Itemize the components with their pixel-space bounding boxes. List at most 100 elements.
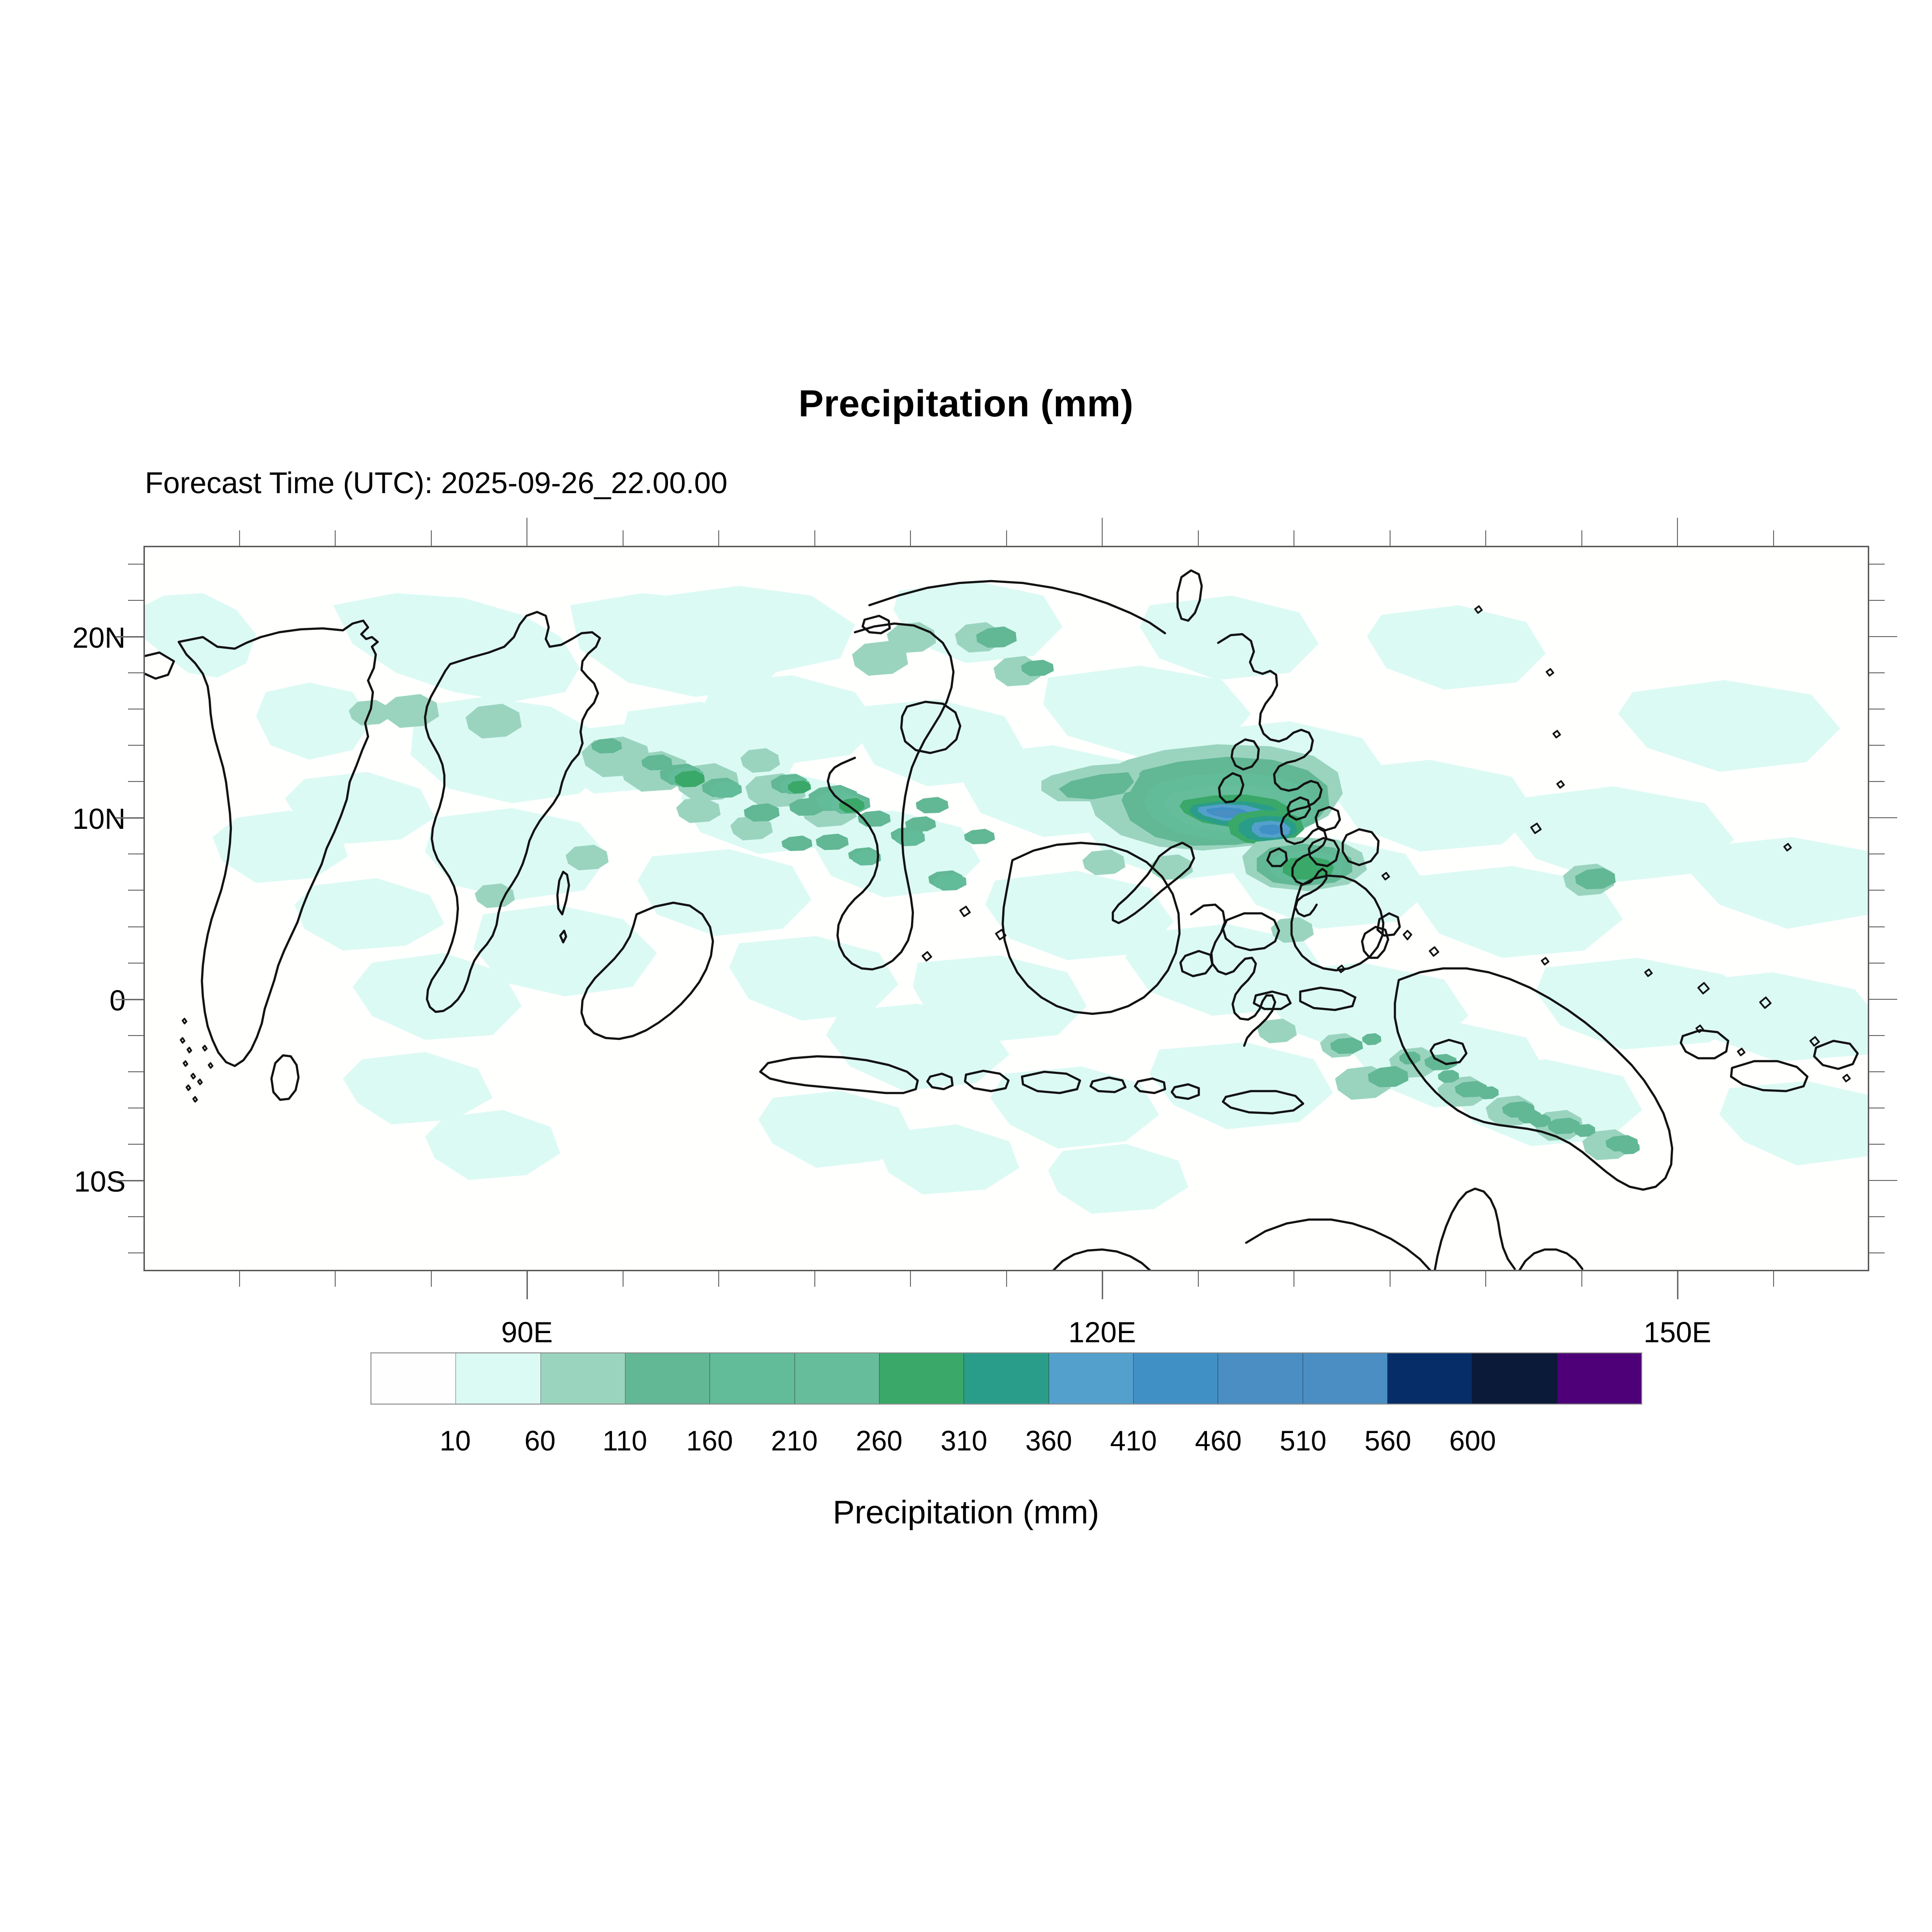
y-axis-minor-tick	[128, 890, 143, 891]
colorbar-cell[interactable]	[1218, 1353, 1303, 1404]
colorbar-tick-label: 360	[1025, 1425, 1072, 1457]
y-axis-minor-tick-right	[1869, 1216, 1885, 1218]
y-axis-minor-tick-right	[1869, 926, 1885, 927]
colorbar-tick-label: 460	[1194, 1425, 1242, 1457]
x-axis-minor-tick	[239, 1271, 240, 1287]
x-axis-minor-tick	[1006, 1271, 1007, 1287]
y-axis-minor-tick	[128, 672, 143, 673]
precipitation-map	[143, 546, 1869, 1271]
x-axis-minor-tick-top	[814, 530, 815, 546]
y-axis-minor-tick-right	[1869, 745, 1885, 746]
x-axis-minor-tick	[1197, 1271, 1199, 1287]
colorbar-cell[interactable]	[710, 1353, 795, 1404]
colorbar-tick-label: 510	[1279, 1425, 1327, 1457]
y-axis-tick-label: 10N	[72, 803, 126, 836]
precip-layer-210mm	[668, 767, 966, 891]
colorbar-cell[interactable]	[795, 1353, 880, 1404]
y-axis-minor-tick-right	[1869, 636, 1897, 637]
y-axis-minor-tick	[128, 1252, 143, 1254]
x-axis-minor-tick-top	[622, 530, 624, 546]
y-axis-tick-label: 0	[109, 984, 126, 1017]
y-axis-minor-tick-right	[1869, 962, 1885, 964]
x-axis-minor-tick-top	[239, 530, 240, 546]
y-axis-minor-tick-right	[1869, 1144, 1885, 1145]
x-axis-minor-tick-top	[335, 530, 336, 546]
y-axis-minor-tick	[128, 926, 143, 927]
colorbar-tick-label: 10	[440, 1425, 471, 1457]
colorbar-tick-label: 310	[940, 1425, 988, 1457]
colorbar-cell[interactable]	[1049, 1353, 1134, 1404]
colorbar-title: Precipitation (mm)	[833, 1494, 1099, 1531]
y-axis-minor-tick	[128, 563, 143, 565]
y-axis-minor-tick	[128, 1216, 143, 1218]
x-axis-tick-label: 90E	[501, 1316, 553, 1349]
colorbar-cell[interactable]	[456, 1353, 541, 1404]
x-axis-major-tick	[526, 1271, 528, 1299]
colorbar-tick-label: 60	[524, 1425, 556, 1457]
map-svg	[145, 547, 1868, 1270]
x-axis-minor-tick	[1389, 1271, 1391, 1287]
y-axis-minor-tick	[128, 1035, 143, 1036]
coastlines	[145, 569, 1859, 1270]
y-axis-minor-tick-right	[1869, 599, 1885, 601]
x-axis-major-tick	[1677, 1271, 1678, 1299]
y-axis-minor-tick-right	[1869, 1071, 1885, 1072]
x-axis-minor-tick-top	[1006, 530, 1007, 546]
colorbar-cell[interactable]	[371, 1353, 456, 1404]
precip-cyclone-core	[1041, 744, 1367, 891]
y-axis-minor-tick-right	[1869, 817, 1897, 819]
x-axis-minor-tick	[430, 1271, 432, 1287]
colorbar-cell[interactable]	[1557, 1353, 1641, 1404]
colorbar-cell[interactable]	[540, 1353, 625, 1404]
x-axis-minor-tick	[1485, 1271, 1486, 1287]
x-axis-minor-tick-top	[1485, 530, 1486, 546]
colorbar[interactable]	[370, 1352, 1642, 1405]
page-title: Precipitation (mm)	[798, 382, 1134, 425]
y-axis-minor-tick	[128, 1144, 143, 1145]
y-axis-minor-tick	[128, 962, 143, 964]
colorbar-tick-label: 600	[1449, 1425, 1496, 1457]
y-axis-minor-tick-right	[1869, 708, 1885, 710]
y-axis-major-tick	[115, 998, 143, 1000]
colorbar-tick-label: 160	[686, 1425, 733, 1457]
x-axis-minor-tick	[718, 1271, 719, 1287]
y-axis-minor-tick	[128, 781, 143, 782]
y-axis-major-tick	[115, 636, 143, 638]
y-axis-major-tick	[115, 817, 143, 819]
colorbar-tick-label: 260	[855, 1425, 903, 1457]
colorbar-cell[interactable]	[625, 1353, 710, 1404]
colorbar-cell[interactable]	[1387, 1353, 1473, 1404]
colorbar-cell[interactable]	[1303, 1353, 1388, 1404]
x-axis-minor-tick	[814, 1271, 815, 1287]
colorbar-tick-label: 210	[771, 1425, 818, 1457]
colorbar-cell[interactable]	[964, 1353, 1049, 1404]
x-axis-minor-tick	[1293, 1271, 1294, 1287]
x-axis-tick-label: 150E	[1643, 1316, 1712, 1349]
colorbar-cell[interactable]	[1133, 1353, 1219, 1404]
x-axis-minor-tick-top	[430, 530, 432, 546]
x-axis-minor-tick-top	[526, 518, 527, 546]
y-axis-minor-tick	[128, 853, 143, 855]
colorbar-tick-label: 560	[1364, 1425, 1411, 1457]
y-axis-minor-tick-right	[1869, 853, 1885, 855]
x-axis-minor-tick	[622, 1271, 624, 1287]
colorbar-cell[interactable]	[1472, 1353, 1557, 1404]
x-axis-minor-tick-top	[1581, 530, 1582, 546]
y-axis-minor-tick-right	[1869, 672, 1885, 673]
x-axis-minor-tick-top	[1102, 518, 1103, 546]
x-axis-minor-tick-top	[1293, 530, 1294, 546]
x-axis-minor-tick	[335, 1271, 336, 1287]
x-axis-minor-tick	[1773, 1271, 1774, 1287]
y-axis-minor-tick-right	[1869, 1035, 1885, 1036]
y-axis-minor-tick-right	[1869, 1180, 1897, 1181]
y-axis-minor-tick-right	[1869, 781, 1885, 782]
x-axis-minor-tick	[910, 1271, 911, 1287]
colorbar-cell[interactable]	[879, 1353, 965, 1404]
x-axis-minor-tick-top	[1677, 518, 1678, 546]
colorbar-tick-label: 110	[602, 1425, 647, 1457]
colorbar-tick-label: 410	[1110, 1425, 1157, 1457]
x-axis-minor-tick-top	[1773, 530, 1774, 546]
x-axis-minor-tick	[1581, 1271, 1582, 1287]
y-axis-major-tick	[115, 1180, 143, 1182]
y-axis-minor-tick	[128, 708, 143, 710]
